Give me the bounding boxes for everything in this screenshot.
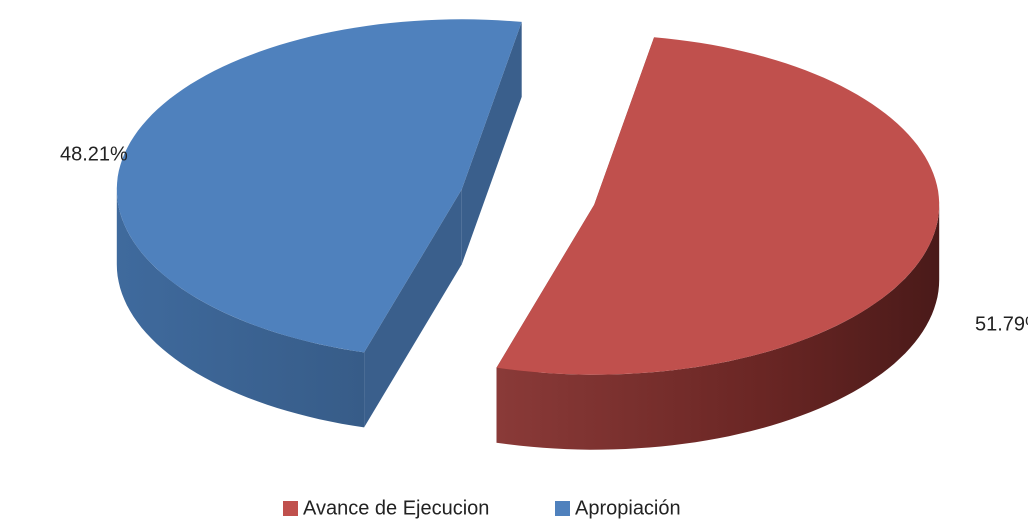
slice-cut-face bbox=[461, 21, 522, 265]
legend-swatch bbox=[283, 501, 298, 516]
slice-cut-face bbox=[364, 189, 462, 428]
slice bbox=[496, 37, 940, 375]
data-label: 51.79% bbox=[975, 313, 1028, 335]
legend-swatch bbox=[555, 501, 570, 516]
slice-side bbox=[116, 189, 365, 428]
slice bbox=[116, 19, 522, 353]
legend-label: Avance de Ejecucion bbox=[303, 497, 489, 519]
data-label: 48.21% bbox=[60, 143, 128, 165]
legend-label: Apropiación bbox=[575, 497, 681, 519]
slice-side bbox=[496, 204, 940, 450]
